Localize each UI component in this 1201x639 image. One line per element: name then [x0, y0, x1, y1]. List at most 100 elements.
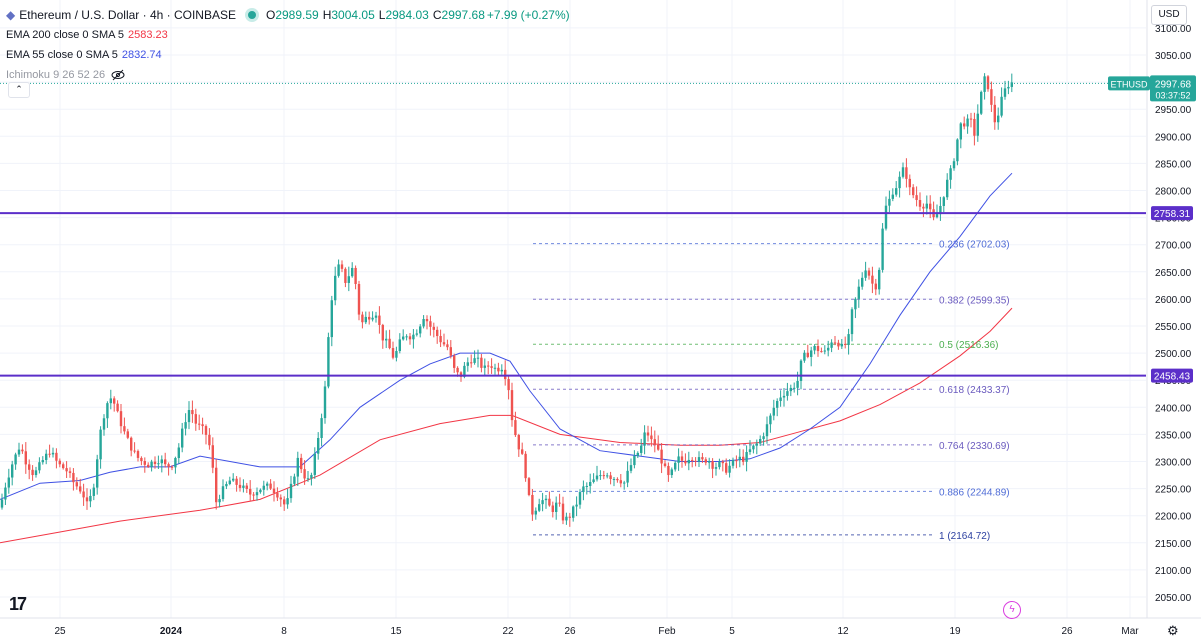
candle-body: [102, 418, 106, 430]
candle-body: [830, 342, 833, 348]
candle-body: [524, 453, 527, 479]
candle-body: [629, 465, 633, 471]
candle-body: [986, 76, 990, 90]
collapse-legend-button[interactable]: ⌃: [8, 82, 30, 98]
candle-body: [133, 450, 136, 452]
candle-body: [493, 367, 497, 369]
low-label: L: [378, 8, 386, 22]
candle-body: [334, 275, 337, 301]
candle-body: [854, 298, 857, 310]
candle-body: [514, 420, 517, 436]
candle-body: [211, 445, 214, 468]
x-tick-label: 26: [1061, 626, 1073, 637]
candle-body: [772, 407, 775, 416]
indicator-ema200[interactable]: EMA 200 close 0 SMA 5 2583.23: [6, 25, 572, 45]
indicator-value: 2832.74: [121, 49, 162, 61]
tradingview-logo-icon[interactable]: 17: [9, 594, 27, 614]
candle-body: [541, 500, 544, 505]
candle-body: [742, 456, 745, 462]
candle-body: [11, 464, 14, 478]
candle-body: [497, 367, 500, 372]
candle-body: [388, 338, 391, 349]
candle-body: [626, 470, 629, 483]
candle-body: [147, 464, 150, 467]
symbol-title[interactable]: Ethereum / U.S. Dollar · 4h · COINBASE: [19, 8, 236, 22]
candle-body: [242, 485, 245, 488]
chart-legend: ◆ Ethereum / U.S. Dollar · 4h · COINBASE…: [6, 5, 572, 85]
candle-body: [915, 195, 918, 201]
indicator-ichimoku[interactable]: Ichimoku 9 26 52 26: [6, 65, 572, 85]
candle-body: [106, 403, 109, 419]
candle-body: [888, 198, 891, 206]
candle-body: [871, 275, 874, 284]
candle-body: [551, 505, 554, 513]
candle-body: [473, 358, 476, 363]
fib-level-label: 0.236 (2702.03): [939, 240, 1010, 251]
candle-body: [126, 431, 129, 438]
candle-body: [718, 461, 721, 468]
indicator-name: Ichimoku 9 26 52 26: [6, 69, 106, 81]
x-tick-label: 19: [949, 626, 961, 637]
gear-icon[interactable]: ⚙: [1167, 623, 1179, 638]
candle-body: [422, 319, 425, 327]
market-status-icon[interactable]: [247, 11, 256, 19]
horizontal-levels[interactable]: [0, 212, 1146, 377]
candle-body: [480, 357, 483, 368]
candle-body: [140, 457, 143, 462]
candle-body: [881, 228, 884, 270]
price-axis[interactable]: 3100.003050.003000.002950.002900.002850.…: [1146, 0, 1201, 639]
candle-body: [935, 214, 939, 218]
candle-body: [898, 176, 901, 189]
x-tick-label: 12: [837, 626, 849, 637]
candle-body: [395, 351, 398, 358]
candle-body: [453, 355, 456, 368]
candle-body: [14, 454, 17, 465]
candle-body: [745, 452, 748, 462]
candle-body: [857, 286, 860, 299]
candle-body: [595, 475, 599, 480]
candle-body: [235, 478, 238, 485]
candle-body: [667, 465, 670, 476]
candle-body: [262, 485, 265, 490]
candlesticks: [0, 73, 1013, 527]
candle-body: [436, 329, 439, 337]
candle-body: [378, 315, 381, 325]
candle-body: [181, 428, 184, 448]
indicator-ema55[interactable]: EMA 55 close 0 SMA 5 2832.74: [6, 45, 572, 65]
y-tick-label: 2600.00: [1155, 295, 1192, 306]
candle-body: [738, 456, 741, 461]
fibonacci-retracement[interactable]: 0.236 (2702.03) 0.382 (2599.35) 0.5 (2516.…: [533, 240, 1010, 542]
candle-body: [31, 469, 34, 476]
candle-body: [320, 418, 323, 438]
candle-body: [208, 434, 211, 446]
candle-body: [218, 499, 221, 503]
currency-select[interactable]: USD: [1151, 5, 1187, 25]
candle-body: [119, 411, 123, 427]
time-axis[interactable]: 25 2024 8 15 22 26 Feb 5 12 19 26 Mar: [0, 617, 1201, 637]
candle-body: [276, 493, 279, 498]
candle-body: [942, 197, 945, 206]
indicator-name: EMA 55 close 0 SMA 5: [6, 49, 118, 61]
candle-body: [446, 344, 449, 348]
eye-off-icon[interactable]: [111, 69, 125, 81]
close-value: 2997.68: [441, 8, 485, 22]
candle-body: [204, 426, 208, 435]
candle-body: [850, 309, 854, 335]
candle-body: [653, 439, 656, 445]
candle-body: [527, 478, 531, 495]
candle-body: [245, 485, 248, 489]
candle-body: [62, 464, 65, 469]
candle-body: [164, 459, 167, 465]
flash-icon[interactable]: ϟ: [1003, 601, 1021, 619]
current-price-label: 2997.68: [1155, 79, 1192, 90]
candle-body: [521, 449, 524, 454]
candle-body: [89, 495, 92, 502]
candle-body: [663, 463, 667, 466]
candle-body: [697, 457, 701, 462]
candle-body: [228, 480, 231, 485]
candle-body: [34, 470, 38, 476]
y-tick-label: 2250.00: [1155, 485, 1192, 496]
candle-body: [864, 270, 867, 278]
x-tick-label: 5: [729, 626, 735, 637]
